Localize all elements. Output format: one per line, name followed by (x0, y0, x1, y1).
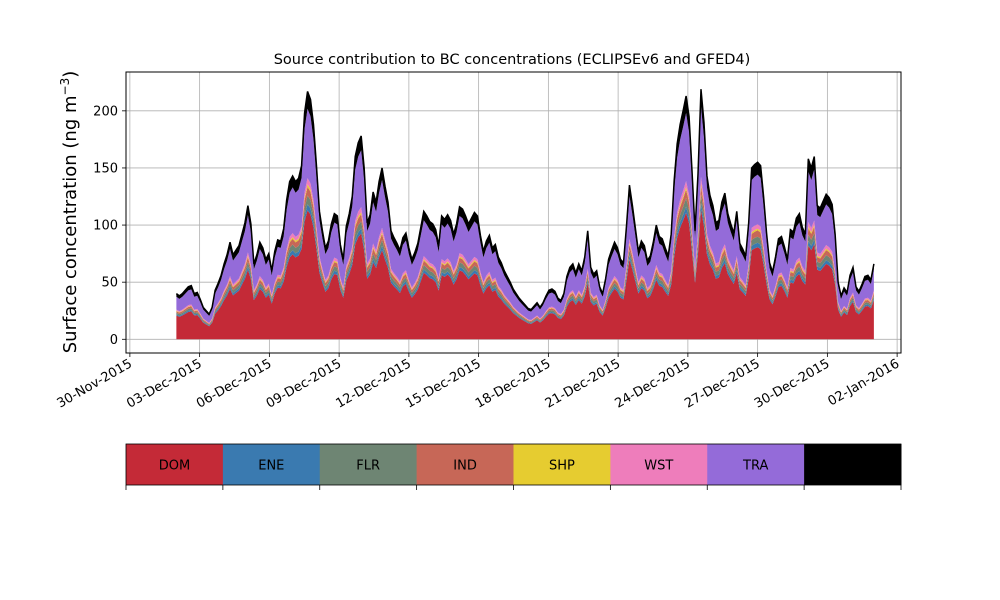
x-axis: 30-Nov-201503-Dec-201506-Dec-201509-Dec-… (55, 353, 903, 412)
legend-swatch-tra (707, 444, 805, 485)
legend-label-bb: BB (844, 459, 862, 474)
legend-swatch-flr (319, 444, 418, 485)
legend-label-dom: DOM (159, 459, 190, 474)
y-axis-label-main: Surface concentration (ng m (60, 95, 81, 353)
y-tick-label: 200 (93, 104, 118, 119)
chart-title: Source contribution to BC concentrations… (274, 52, 751, 68)
y-tick-label: 50 (101, 276, 118, 291)
total-line (175, 89, 875, 316)
legend-swatch-wst (610, 444, 708, 485)
x-tick-label: 03-Dec-2015 (124, 356, 204, 411)
legend-swatch-ind (416, 444, 514, 485)
legend: DOM ENE FLR IND SHP WST TRA BB (125, 443, 902, 490)
x-tick-label: 02-Jan-2016 (826, 356, 903, 409)
y-tick-label: 0 (110, 333, 118, 348)
legend-label-shp: SHP (549, 459, 575, 474)
x-tick-label: 21-Dec-2015 (543, 356, 623, 411)
area-dom (176, 209, 874, 340)
legend-label-ene: ENE (258, 459, 284, 474)
y-axis-label-sup: −3 (58, 78, 72, 96)
stacked-areas (175, 89, 875, 340)
x-tick-label: 18-Dec-2015 (473, 356, 553, 411)
legend-swatch-bb (804, 444, 902, 485)
x-tick-label: 27-Dec-2015 (682, 356, 762, 411)
x-tick-label: 24-Dec-2015 (612, 356, 692, 411)
y-axis-label-close: ) (60, 71, 81, 78)
legend-swatch-ene (222, 444, 321, 485)
legend-label-tra: TRA (742, 459, 768, 474)
plot-frame (125, 71, 902, 354)
area-tra (176, 106, 874, 323)
x-tick-label: 09-Dec-2015 (264, 356, 344, 411)
y-axis-label: Surface concentration (ng m−3) (58, 71, 81, 354)
legend-label-ind: IND (453, 459, 477, 474)
legend-label-wst: WST (644, 459, 673, 474)
legend-label-flr: FLR (356, 459, 380, 474)
x-tick-label: 15-Dec-2015 (403, 356, 483, 411)
y-tick-label: 150 (93, 161, 118, 176)
x-tick-label: 30-Dec-2015 (752, 356, 832, 411)
x-tick-label: 06-Dec-2015 (194, 356, 274, 411)
legend-swatch-shp (513, 444, 611, 485)
x-tick-label: 30-Nov-2015 (55, 356, 135, 411)
legend-swatch-dom (126, 444, 224, 485)
y-axis: 0 50 100 150 200 (93, 104, 126, 348)
y-tick-label: 100 (93, 219, 118, 234)
x-tick-label: 12-Dec-2015 (333, 356, 413, 411)
